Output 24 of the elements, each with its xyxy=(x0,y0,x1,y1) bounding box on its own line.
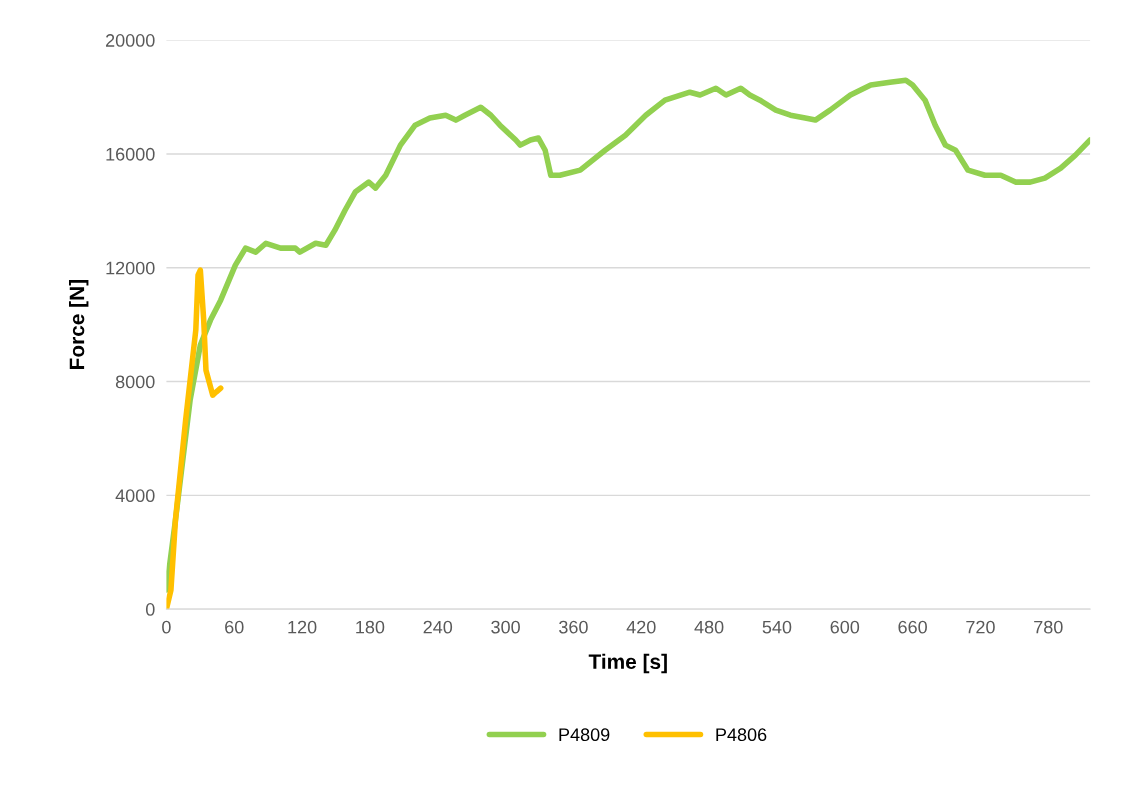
y-tick-label: 20000 xyxy=(106,34,155,47)
legend-label: P4806 xyxy=(716,728,767,742)
y-tick-label: 0 xyxy=(145,603,155,616)
x-tick-label: 0 xyxy=(162,620,171,634)
legend-label: P4809 xyxy=(559,728,610,742)
x-axis-title: Time [s] xyxy=(588,653,667,674)
x-tick-label: 660 xyxy=(898,620,927,634)
x-tick-label: 480 xyxy=(694,620,724,634)
x-tick-label: 300 xyxy=(491,620,520,634)
x-tick-label: 540 xyxy=(762,620,792,634)
x-tick-label: 60 xyxy=(225,620,244,634)
x-tick-label: 360 xyxy=(559,620,588,634)
y-axis-title: Force [N] xyxy=(69,280,89,369)
x-tick-label: 780 xyxy=(1034,620,1063,634)
y-tick-label: 16000 xyxy=(106,147,155,161)
y-tick-label: 4000 xyxy=(115,489,155,503)
x-tick-label: 420 xyxy=(626,620,656,634)
y-tick-label: 12000 xyxy=(106,261,155,275)
y-tick-label: 8000 xyxy=(115,375,155,389)
x-tick-label: 720 xyxy=(966,620,995,634)
x-tick-label: 600 xyxy=(830,620,860,634)
x-tick-label: 240 xyxy=(423,620,453,634)
x-tick-label: 180 xyxy=(356,620,385,634)
x-tick-label: 120 xyxy=(288,620,317,634)
